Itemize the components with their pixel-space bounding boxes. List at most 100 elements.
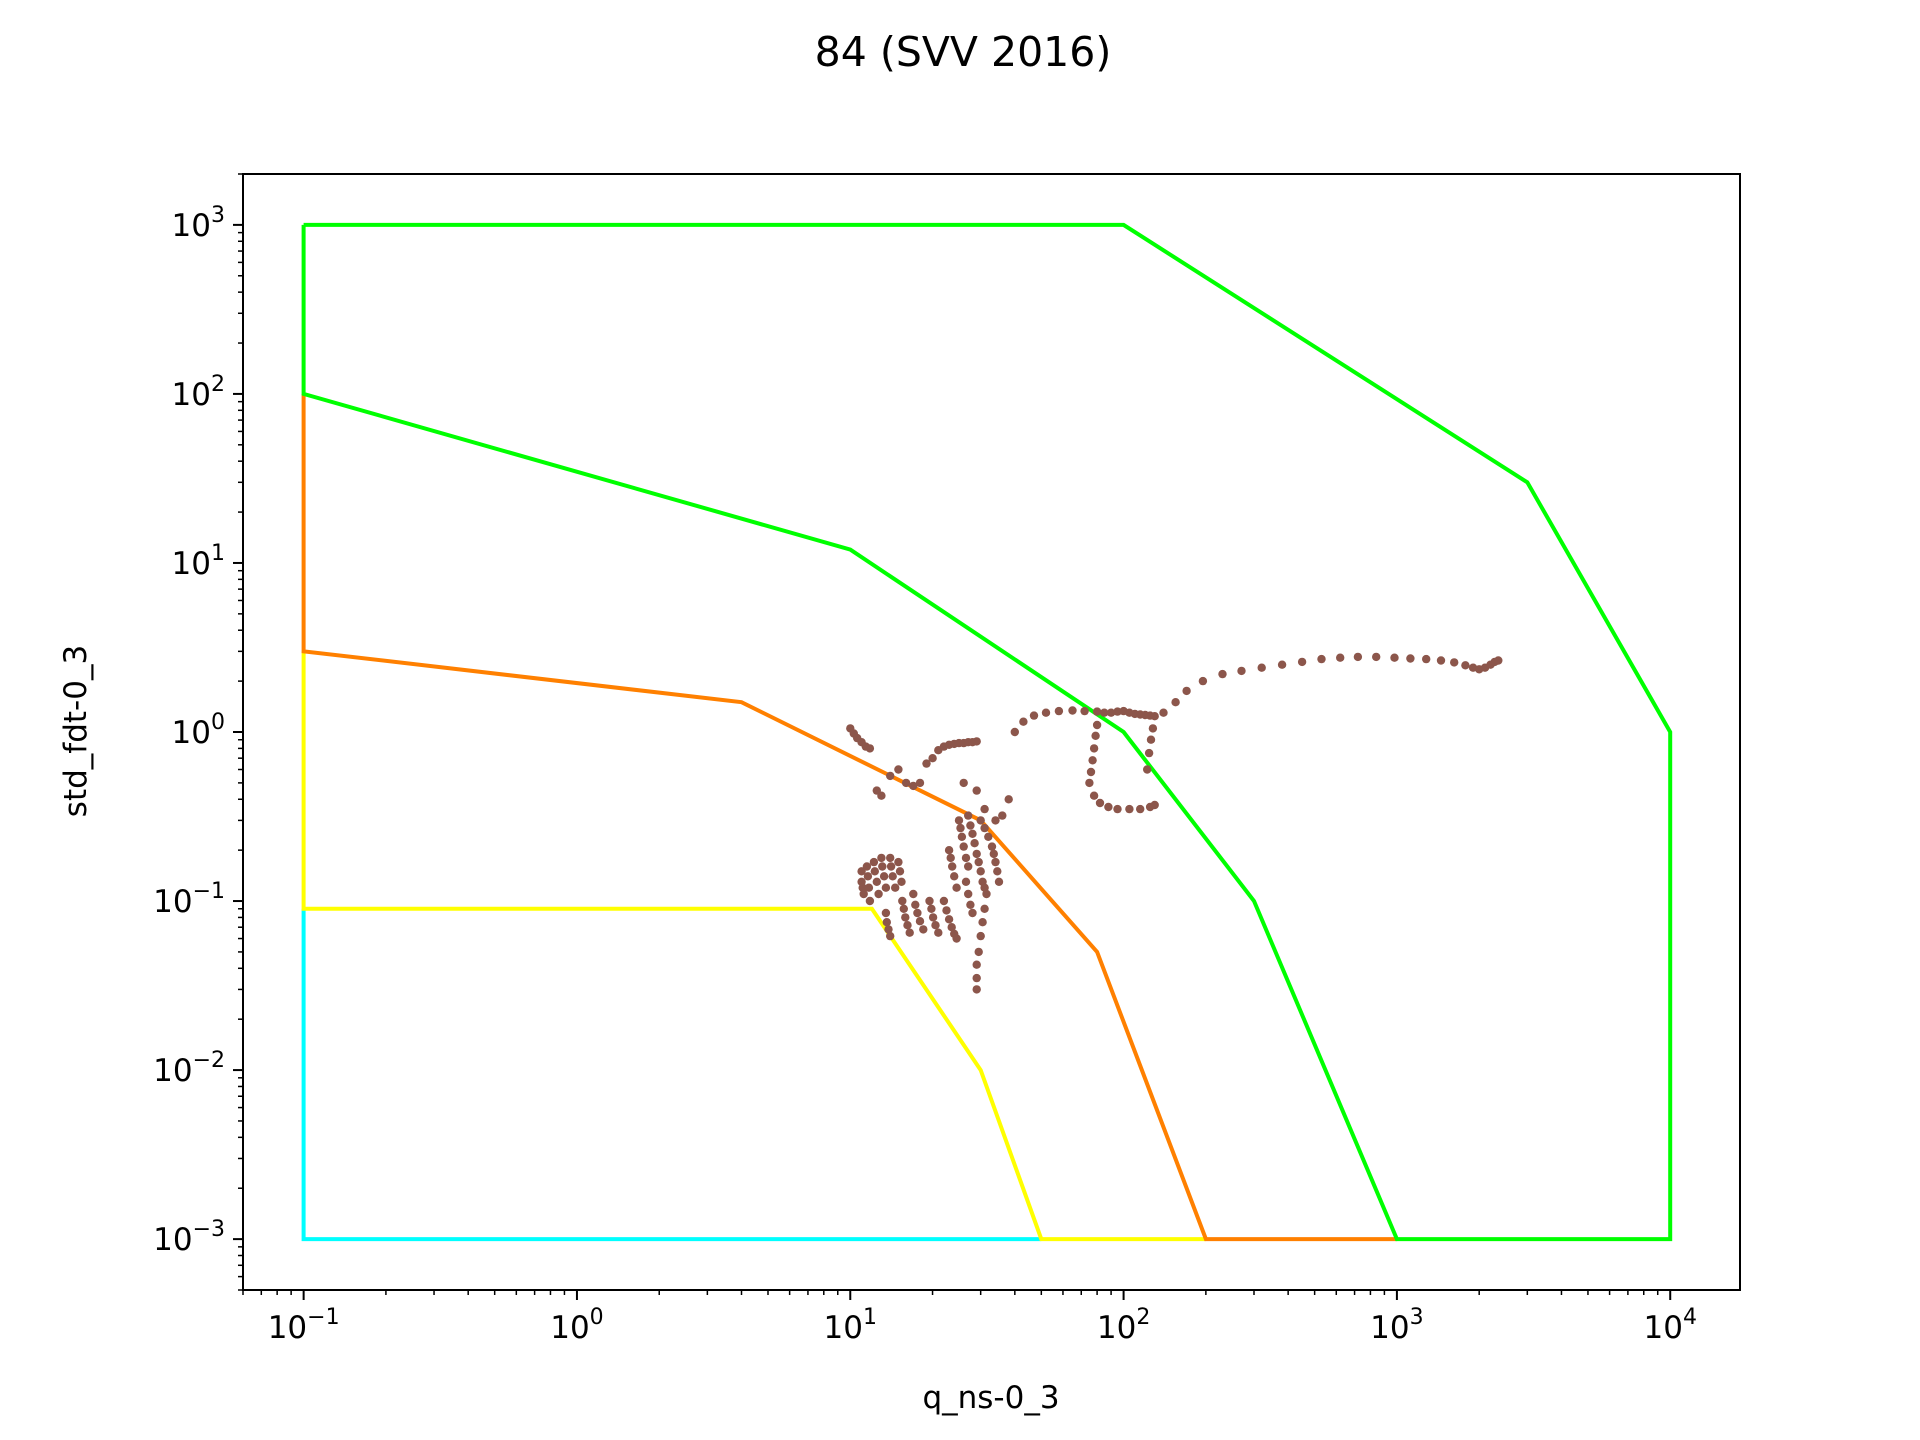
data-point [886,853,895,863]
data-point [915,778,925,788]
data-point [966,900,975,909]
data-point [1390,653,1399,662]
data-point [1144,748,1154,758]
data-point [1113,804,1122,814]
chart-title: 84 (SVV 2016) [815,28,1112,76]
data-point [865,744,875,753]
data-point [1150,800,1159,810]
data-point [998,811,1007,820]
data-point [961,877,971,886]
data-point [980,904,989,913]
x-axis-label: q_ns-0_3 [922,1380,1059,1416]
y-tick-label: 101 [172,541,225,582]
data-point [911,900,920,909]
data-point [870,867,879,876]
x-tick-label: 101 [824,1305,877,1346]
data-point [976,867,985,876]
data-point [863,872,873,881]
data-point [976,816,985,825]
data-point [982,889,991,899]
data-point [966,821,975,830]
data-point [895,867,905,876]
data-point [972,973,981,983]
data-point [1198,676,1208,686]
data-point [928,913,938,922]
data-point [1461,661,1470,670]
data-point [1353,652,1363,662]
data-point [1297,657,1307,667]
data-point [1095,798,1105,808]
data-point [862,862,872,871]
data-point [1092,707,1102,716]
data-point [947,923,956,932]
data-point [1237,666,1246,676]
data-point [991,857,1000,867]
data-point [886,931,895,941]
data-point [968,829,977,838]
data-point [1146,735,1156,744]
data-point [1143,765,1152,774]
data-point [1089,791,1099,800]
data-point [959,842,968,851]
zone-line-0 [301,908,1042,1242]
data-point [1422,654,1431,664]
data-point [1080,706,1089,716]
data-point [957,832,967,841]
data-point [952,934,961,943]
data-point [1010,727,1019,737]
plot-frame [242,173,1741,1291]
data-point [925,896,934,906]
data-point [903,921,912,930]
data-point [974,947,983,957]
zone-line-1 [301,651,1206,1242]
data-point [874,889,883,899]
data-point [961,853,971,863]
data-point [905,928,914,937]
data-point [964,889,973,899]
data-point [1450,658,1459,667]
data-point [1104,802,1113,812]
data-point [879,872,889,881]
data-point [888,872,897,881]
x-tick-label: 103 [1370,1305,1423,1346]
data-point [901,778,911,788]
data-point [1494,656,1503,665]
data-point [864,883,874,892]
data-point [1106,708,1116,717]
data-point [952,883,961,892]
x-tick-label: 10−1 [268,1305,340,1346]
data-point [970,839,979,848]
data-point [872,877,881,886]
data-point [869,857,879,867]
data-point [913,908,922,918]
data-points [846,652,1503,994]
data-point [894,765,903,774]
y-tick-label: 103 [172,203,225,244]
data-point [1436,656,1446,665]
data-point [909,781,918,791]
data-point [1336,653,1345,662]
data-point [1091,731,1100,740]
data-point [1257,663,1266,672]
data-point [915,917,925,926]
data-point [1136,804,1145,814]
data-point [1092,720,1102,730]
y-tick-label: 10−3 [153,1217,225,1258]
data-point [1159,708,1168,717]
y-tick-label: 10−2 [153,1048,225,1089]
data-point [891,883,900,892]
data-point [993,867,1002,876]
data-point [980,804,989,814]
data-point [1125,804,1134,814]
y-axis-label: std_fdt-0_3 [58,645,94,817]
data-point [899,904,908,913]
data-point [909,889,918,899]
data-point [994,877,1004,886]
data-point [1088,756,1097,765]
data-point [972,786,981,795]
data-point [1085,778,1094,788]
data-point [939,896,949,906]
data-point [897,877,906,886]
data-point [956,823,965,833]
